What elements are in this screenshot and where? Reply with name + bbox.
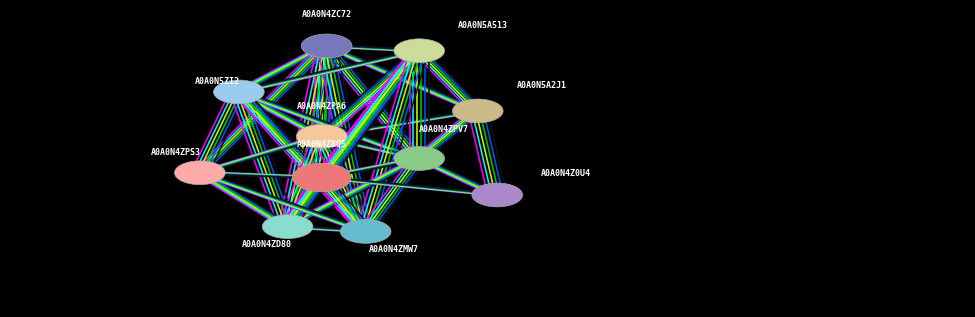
Ellipse shape — [340, 219, 391, 243]
Ellipse shape — [292, 163, 351, 192]
Ellipse shape — [301, 34, 352, 58]
Text: A0A0N4ZC72: A0A0N4ZC72 — [301, 10, 352, 19]
Ellipse shape — [394, 146, 445, 171]
Text: A0A0N4ZD80: A0A0N4ZD80 — [242, 240, 292, 249]
Ellipse shape — [214, 80, 264, 104]
Ellipse shape — [472, 183, 523, 207]
Ellipse shape — [175, 161, 225, 184]
Text: A0A0N4ZMW7: A0A0N4ZMW7 — [369, 245, 418, 254]
Ellipse shape — [262, 215, 313, 239]
Ellipse shape — [452, 99, 503, 123]
Text: A0A0N4ZPS3: A0A0N4ZPS3 — [151, 148, 201, 157]
Text: A0A0N4Z0U4: A0A0N4Z0U4 — [541, 169, 591, 178]
Text: A0A0N4ZPA6: A0A0N4ZPA6 — [296, 102, 347, 111]
Ellipse shape — [394, 39, 445, 63]
Ellipse shape — [296, 125, 347, 148]
Text: A0A0N4Z8Q5: A0A0N4Z8Q5 — [296, 140, 347, 149]
Text: A0A0N5A513: A0A0N5A513 — [458, 21, 508, 30]
Text: A0A0N4ZPV7: A0A0N4ZPV7 — [419, 125, 469, 134]
Text: A0A0N5A2J1: A0A0N5A2J1 — [517, 81, 566, 90]
Text: A0A0N5ZI2: A0A0N5ZI2 — [195, 77, 240, 86]
